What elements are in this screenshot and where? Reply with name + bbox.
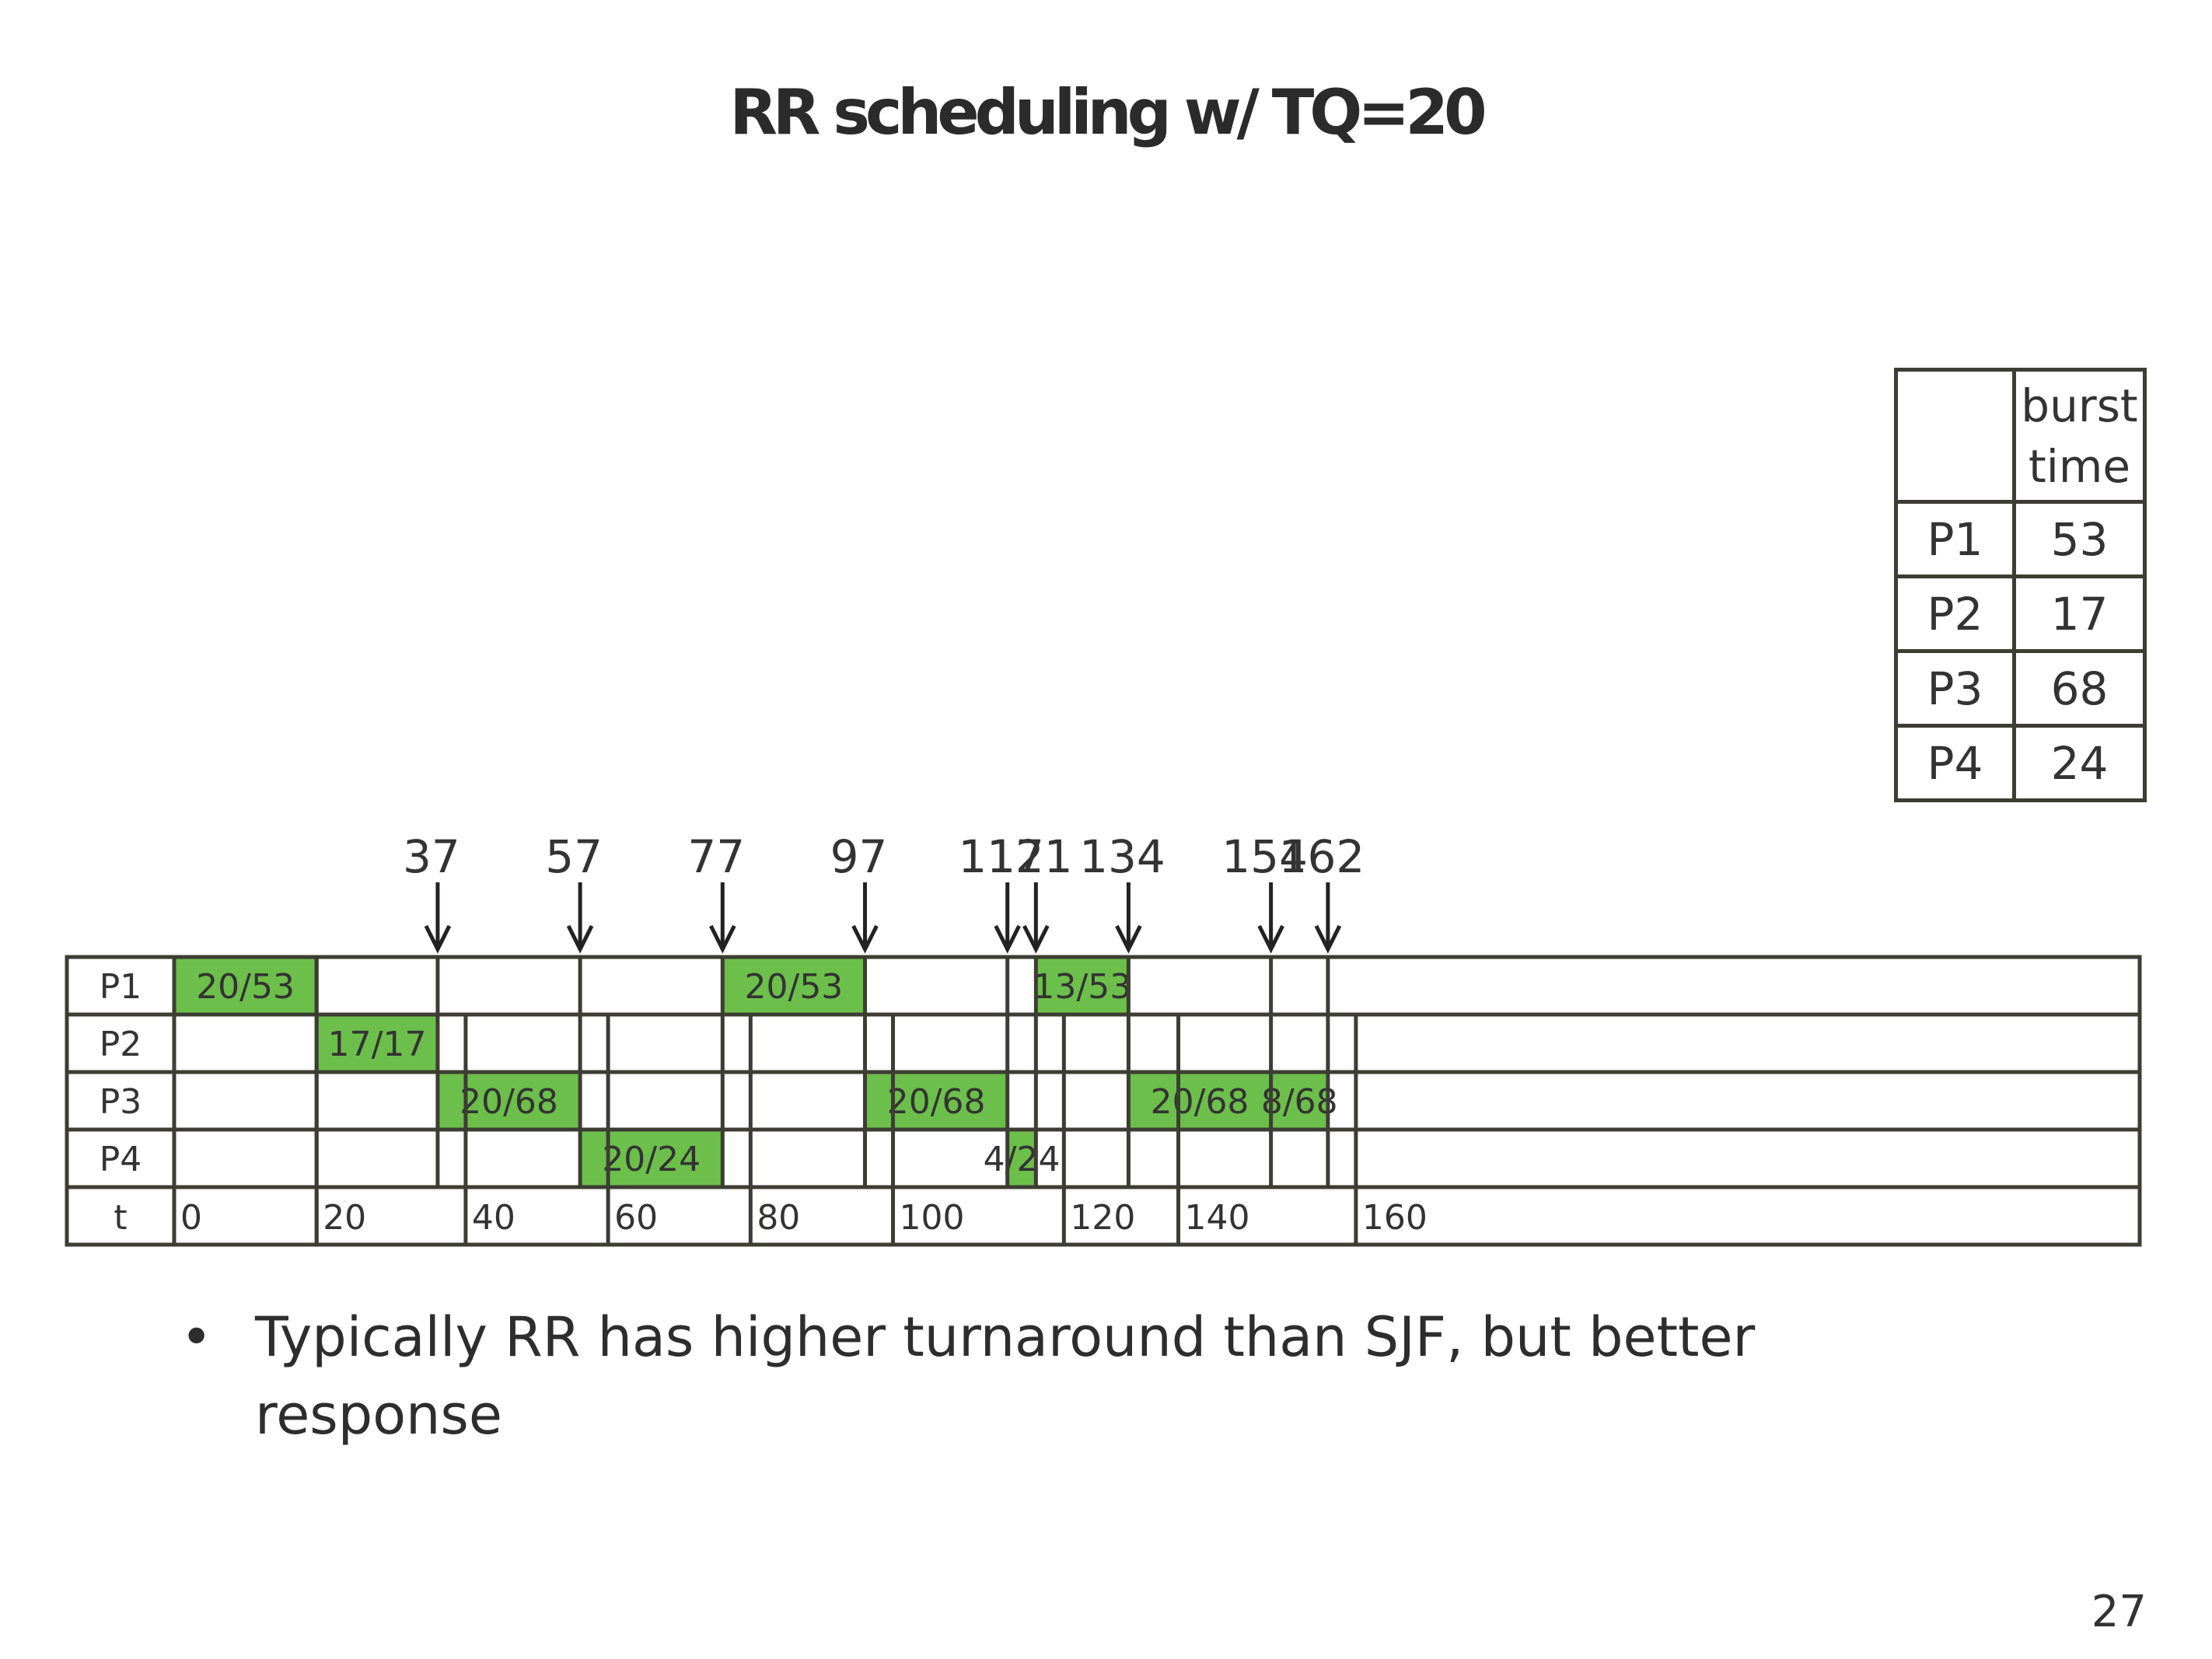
gantt-segment-label: 13/53 — [1033, 967, 1131, 1007]
table-header-burst-time: burst time — [2012, 368, 2147, 504]
arrow-time-label: 37 — [403, 830, 460, 883]
table-header-empty-cell — [1894, 368, 2016, 504]
gantt-time-row-label: t — [114, 1198, 127, 1238]
arrow-time-label: 117 — [958, 830, 1044, 883]
gantt-segment-label: 20/68 — [887, 1082, 986, 1122]
arrow-head-icon — [1257, 924, 1284, 954]
gantt-time-label: 140 — [1185, 1198, 1250, 1238]
gantt-row-label: P3 — [100, 1082, 142, 1122]
arrow-time-label: 134 — [1079, 830, 1165, 883]
table-row: P3 68 — [1894, 649, 2147, 728]
gantt-segment-label: 20/24 — [602, 1140, 701, 1179]
burst-value-cell: 24 — [2012, 724, 2147, 802]
arrow-head-icon — [994, 924, 1021, 954]
gantt-segment — [1128, 1072, 1271, 1130]
gantt-time-label: 100 — [900, 1198, 965, 1238]
table-header-row: burst time — [1894, 368, 2147, 504]
bullet-text: Typically RR has higher turnaround than … — [255, 1305, 1756, 1447]
gantt-time-label: 120 — [1070, 1198, 1135, 1238]
arrow-time-label: 97 — [830, 830, 888, 883]
process-name-cell: P2 — [1894, 575, 2016, 653]
gantt-segment — [865, 1072, 1008, 1130]
gantt-time-label: 80 — [757, 1198, 800, 1238]
table-row: P1 53 — [1894, 500, 2147, 578]
gantt-segment-label: 20/68 — [1151, 1082, 1249, 1122]
arrow-time-label: 121 — [987, 830, 1073, 883]
process-name-cell: P1 — [1894, 500, 2016, 578]
arrow-head-icon — [851, 924, 879, 954]
gantt-segment-label: 20/53 — [745, 967, 844, 1007]
arrow-time-label: 77 — [687, 830, 745, 883]
arrow-time-label: 57 — [545, 830, 603, 883]
bullet-mark: • — [180, 1305, 213, 1369]
bullet-point: • Typically RR has higher turnaround tha… — [180, 1298, 1852, 1454]
gantt-time-label: 0 — [180, 1198, 202, 1238]
process-name-cell: P4 — [1894, 724, 2016, 802]
gantt-time-label: 160 — [1362, 1198, 1427, 1238]
table-row: P4 24 — [1894, 724, 2147, 802]
gantt-row-label: P4 — [100, 1140, 142, 1179]
gantt-row-label: P1 — [100, 967, 142, 1007]
slide-title: RR scheduling w/ TQ=20 — [729, 76, 1487, 148]
gantt-segment-label: 8/68 — [1261, 1082, 1338, 1122]
gantt-segment — [437, 1072, 581, 1130]
gantt-segment — [722, 957, 865, 1015]
gantt-segment-label: 20/68 — [460, 1082, 558, 1122]
gantt-segment — [1007, 1130, 1036, 1187]
arrow-time-label: 162 — [1279, 830, 1365, 883]
table-row: P2 17 — [1894, 575, 2147, 653]
gantt-border — [65, 955, 2142, 1247]
gantt-segment — [580, 1130, 723, 1187]
gantt-segment-label: 20/53 — [196, 967, 295, 1007]
arrow-head-icon — [566, 924, 594, 954]
arrow-head-icon — [1115, 924, 1142, 954]
gantt-time-label: 60 — [614, 1198, 658, 1238]
page-number: 27 — [2091, 1587, 2147, 1637]
gantt-segment — [316, 1015, 438, 1072]
process-name-cell: P3 — [1894, 649, 2016, 728]
burst-value-cell: 68 — [2012, 649, 2147, 728]
burst-value-cell: 17 — [2012, 575, 2147, 653]
gantt-segment — [1036, 957, 1129, 1015]
gantt-segment — [174, 957, 317, 1015]
gantt-segment-label: 17/17 — [328, 1025, 427, 1064]
gantt-time-label: 40 — [472, 1198, 515, 1238]
arrow-head-icon — [1314, 924, 1342, 954]
gantt-segment — [1270, 1072, 1328, 1130]
burst-time-table: burst time P1 53 P2 17 P3 68 P4 24 — [1894, 368, 2147, 802]
burst-value-cell: 53 — [2012, 500, 2147, 578]
arrow-head-icon — [709, 924, 736, 954]
gantt-segment-label: 4/24 — [984, 1140, 1061, 1179]
arrow-head-icon — [1022, 924, 1050, 954]
gantt-row-label: P2 — [100, 1025, 142, 1064]
gantt-time-label: 20 — [323, 1198, 366, 1238]
arrow-time-label: 154 — [1221, 830, 1308, 883]
arrow-head-icon — [424, 924, 452, 954]
